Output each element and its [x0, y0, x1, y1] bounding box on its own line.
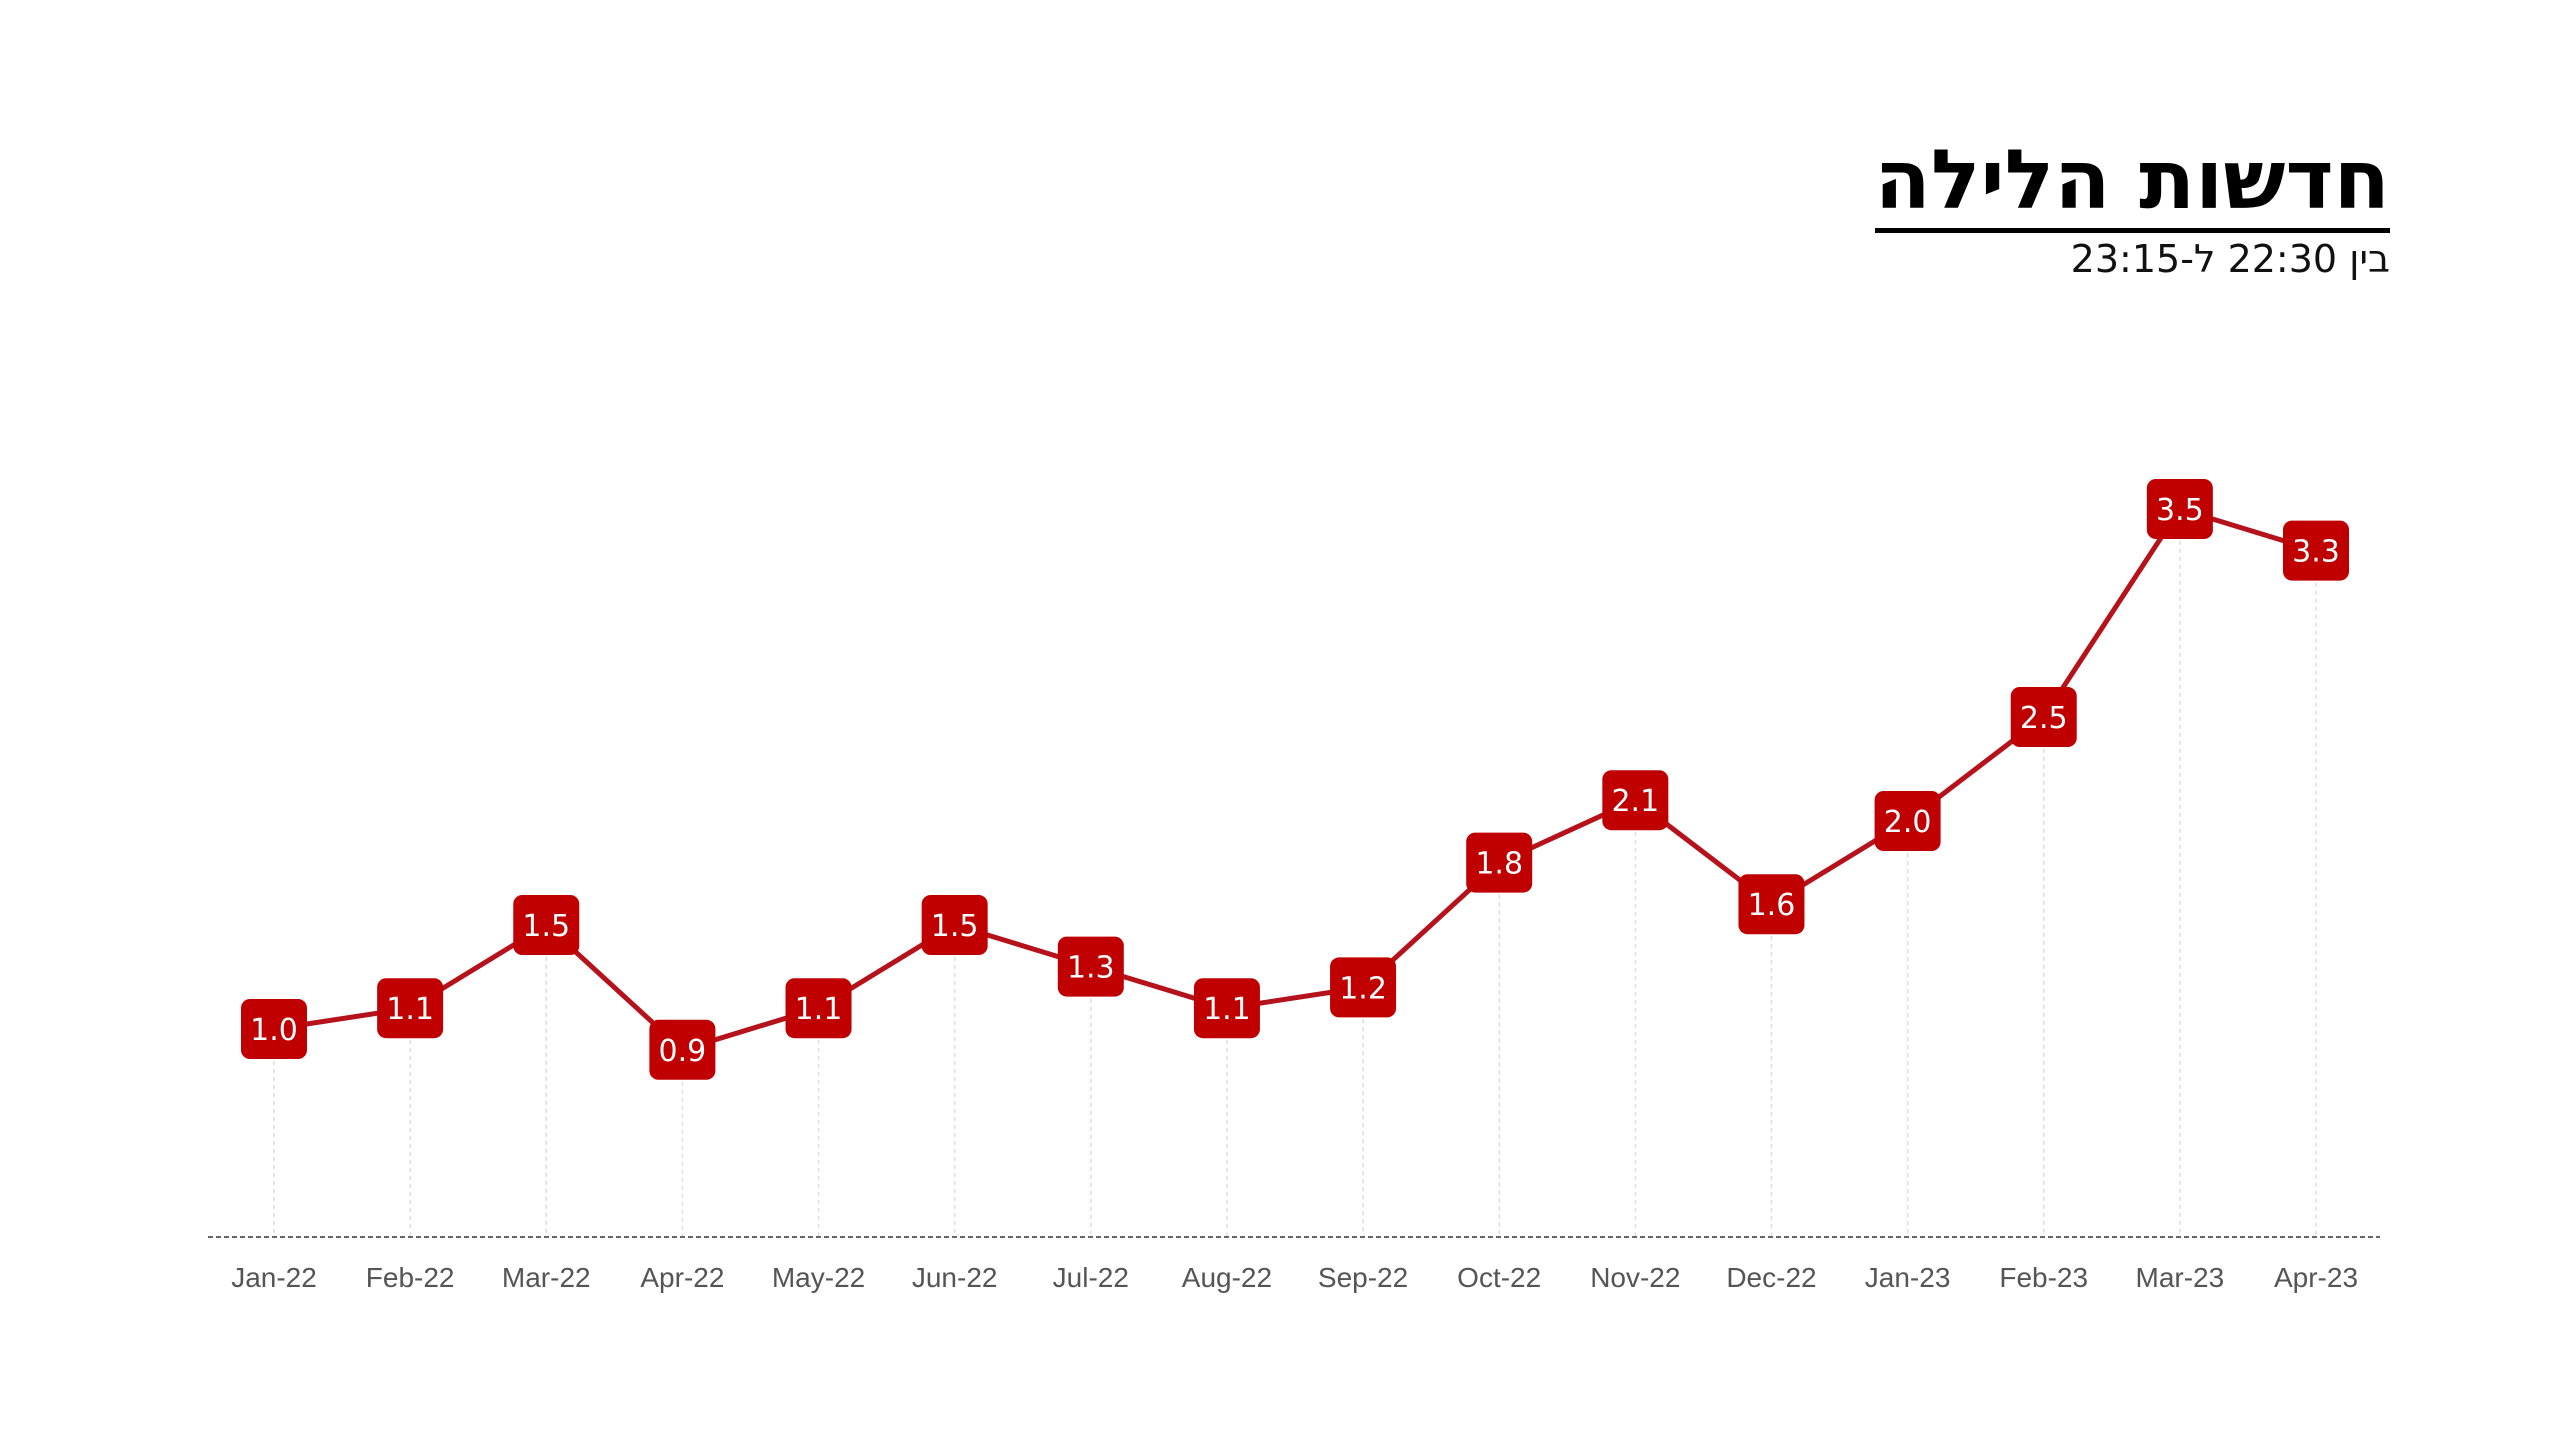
data-label: 1.1: [795, 992, 843, 1027]
data-label: 1.1: [386, 992, 434, 1027]
data-point-marker: [649, 1019, 716, 1080]
data-label: 1.6: [1748, 888, 1796, 923]
data-point-marker: [2146, 479, 2213, 539]
data-label: 2.1: [1611, 784, 1659, 819]
data-point-marker: [241, 999, 307, 1059]
series-line: [273, 506, 2317, 1053]
data-point-marker: [921, 895, 988, 955]
data-point-marker: [1057, 936, 1124, 997]
data-label: 1.3: [1067, 951, 1115, 986]
data-label: 1.5: [522, 909, 570, 944]
x-tick-label: Jan-23: [1865, 1262, 1951, 1293]
data-label: 1.5: [931, 909, 979, 944]
x-tick-label: Apr-23: [2274, 1262, 2358, 1293]
data-label: 2.0: [1884, 805, 1932, 840]
data-point-marker: [1738, 874, 1805, 935]
x-tick-label: Feb-22: [366, 1262, 455, 1293]
data-point-marker: [1193, 978, 1260, 1039]
x-tick-label: Jan-22: [231, 1262, 317, 1293]
data-label: 3.5: [2156, 493, 2204, 528]
data-point-marker: [1330, 957, 1397, 1018]
x-tick-label: Dec-22: [1726, 1262, 1816, 1293]
data-point-marker: [2283, 520, 2349, 581]
data-point-marker: [377, 978, 444, 1039]
x-tick-label: May-22: [772, 1262, 865, 1293]
x-tick-label: Jun-22: [912, 1262, 998, 1293]
data-point-marker: [1602, 770, 1669, 831]
data-point-marker: [785, 978, 852, 1039]
x-tick-label: Mar-23: [2136, 1262, 2225, 1293]
data-label: 1.1: [1203, 992, 1251, 1027]
data-label: 1.8: [1475, 847, 1523, 882]
data-label: 2.5: [2020, 701, 2068, 736]
data-label: 1.0: [250, 1013, 298, 1048]
x-tick-label: Feb-23: [1999, 1262, 2088, 1293]
data-point-marker: [1874, 791, 1941, 851]
x-tick-label: Nov-22: [1590, 1262, 1680, 1293]
data-point-marker: [513, 895, 580, 955]
x-tick-label: Oct-22: [1457, 1262, 1541, 1293]
chart-header: חדשות הלילה בין 22:30 ל-23:15: [1874, 140, 2390, 281]
data-point-marker: [1466, 832, 1533, 893]
x-tick-label: Mar-22: [502, 1262, 591, 1293]
data-label: 1.2: [1339, 971, 1387, 1006]
x-tick-label: Aug-22: [1182, 1262, 1272, 1293]
data-label: 3.3: [2292, 535, 2340, 570]
data-label: 0.9: [659, 1034, 707, 1069]
x-tick-label: Apr-22: [640, 1262, 724, 1293]
x-tick-label: Sep-22: [1318, 1262, 1408, 1293]
data-point-marker: [2010, 687, 2077, 747]
chart-subtitle: בין 22:30 ל-23:15: [2070, 237, 2390, 281]
x-tick-label: Jul-22: [1053, 1262, 1129, 1293]
chart-title: חדשות הלילה: [1874, 140, 2390, 233]
